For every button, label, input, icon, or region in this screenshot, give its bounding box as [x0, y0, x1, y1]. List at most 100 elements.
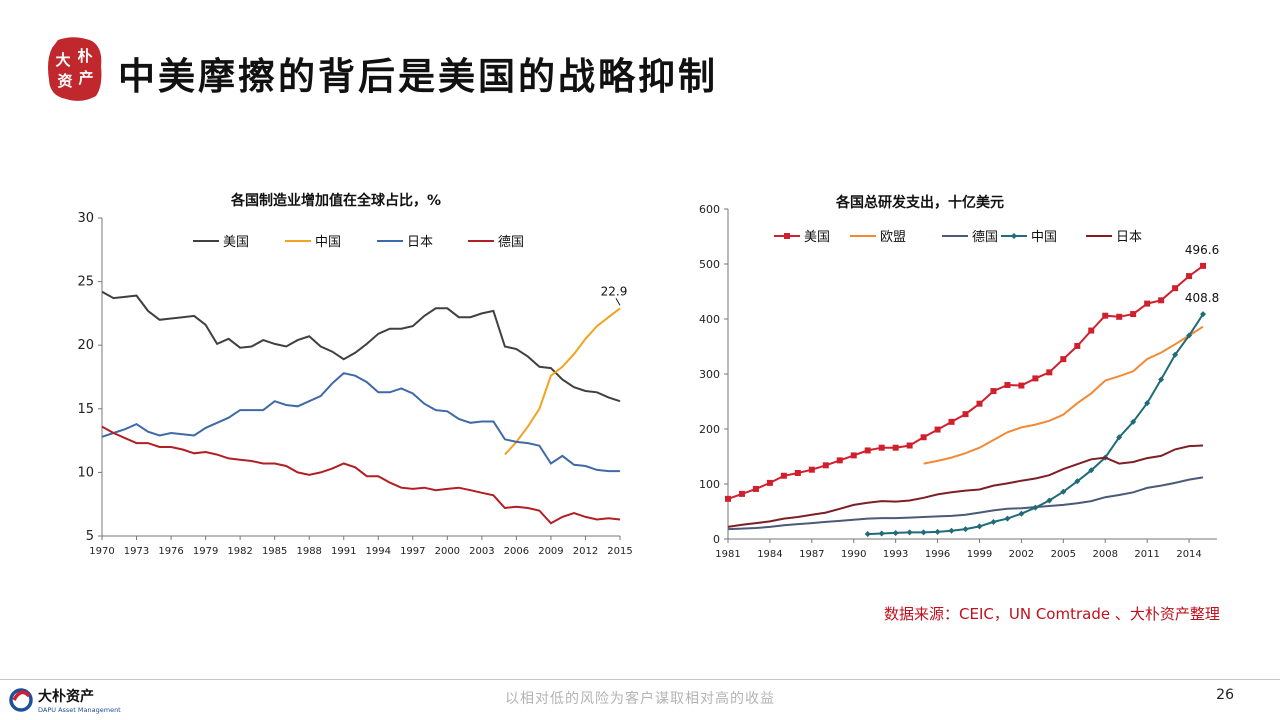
x-tick-label: 1996 [925, 549, 950, 560]
data-point [794, 470, 801, 476]
page-number: 26 [1216, 687, 1234, 703]
data-point [906, 529, 913, 536]
dapu-seal-logo: 大 朴 资 产 [48, 37, 102, 101]
x-tick-label: 2009 [538, 546, 563, 557]
data-point [920, 434, 927, 441]
y-tick-label: 200 [699, 423, 720, 436]
data-point [1200, 311, 1207, 318]
data-point [1172, 285, 1179, 292]
data-point [948, 418, 955, 425]
data-point [1158, 297, 1165, 304]
data-label: 496.6 [1185, 243, 1219, 257]
series-line [727, 265, 1204, 500]
data-point [1060, 356, 1067, 363]
footer-logo: 大朴资产 DAPU Asset Management [9, 688, 121, 714]
x-tick-label: 1994 [366, 546, 391, 557]
manufacturing-share-chart: 各国制造业增加值在全球占比，% 5 10 15 20 25 30 1970 1973 1976 19… [77, 192, 632, 557]
data-point [738, 490, 745, 497]
y-tick-label: 15 [77, 402, 94, 417]
data-point [948, 527, 955, 534]
y-tick-label: 100 [699, 478, 720, 491]
x-tick-label: 1987 [799, 549, 824, 560]
data-point [934, 426, 941, 433]
data-point [1102, 312, 1109, 319]
data-point [1144, 400, 1151, 407]
data-point [1200, 262, 1207, 269]
legend-label: 日本 [407, 235, 433, 250]
x-tick-label: 2014 [1176, 549, 1201, 560]
x-tick-label: 2002 [1009, 549, 1034, 560]
data-point [766, 479, 773, 486]
chart-title: 各国制造业增加值在全球占比，% [230, 192, 441, 209]
seal-char-2: 朴 [77, 47, 92, 65]
data-label: 408.8 [1185, 291, 1219, 305]
data-point [1074, 342, 1081, 349]
data-label-leader [615, 298, 621, 306]
data-point [836, 457, 843, 464]
y-tick-label: 20 [77, 338, 94, 353]
data-point [892, 444, 899, 451]
data-point [1004, 382, 1011, 388]
x-tick-label: 2006 [504, 546, 529, 557]
data-point [934, 528, 941, 535]
page-title: 中美摩擦的背后是美国的战略抑制 [118, 54, 718, 98]
y-tick-label: 300 [699, 368, 720, 381]
series-line [101, 425, 621, 525]
x-tick-label: 2005 [1051, 549, 1076, 560]
data-point [864, 447, 871, 454]
data-point [1004, 515, 1011, 522]
x-tick-label: 1979 [193, 546, 218, 557]
x-tick-label: 1997 [400, 546, 425, 557]
data-point [962, 411, 969, 418]
data-point [822, 462, 829, 469]
x-tick-label: 1981 [715, 549, 740, 560]
data-point [1172, 351, 1179, 358]
y-tick-label: 30 [77, 211, 94, 226]
data-point [850, 452, 857, 459]
data-point [906, 442, 913, 449]
data-source-note: 数据来源：CEIC，UN Comtrade 、大朴资产整理 [884, 605, 1220, 623]
data-point [1130, 418, 1137, 425]
y-tick-label: 600 [699, 203, 720, 216]
y-tick-label: 25 [77, 275, 94, 290]
dapu-swirl-icon [9, 688, 33, 712]
seal-char-3: 资 [57, 72, 72, 90]
series-line [923, 325, 1204, 465]
data-point [1186, 273, 1193, 280]
x-tick-label: 2015 [607, 546, 632, 557]
data-point [752, 485, 759, 492]
data-point [878, 444, 885, 451]
data-point [808, 466, 815, 473]
y-tick-label: 5 [86, 529, 94, 544]
x-tick-label: 1990 [841, 549, 866, 560]
x-tick-label: 2011 [1134, 549, 1159, 560]
legend-label: 美国 [804, 230, 830, 245]
data-label: 22.9 [601, 284, 628, 298]
seal-char-4: 产 [78, 69, 93, 87]
data-point [780, 472, 787, 479]
data-point [1046, 369, 1053, 376]
data-point [1130, 311, 1137, 318]
chart-title: 各国总研发支出，十亿美元 [835, 194, 1004, 211]
x-tick-label: 1970 [89, 546, 114, 557]
series-line [504, 307, 621, 456]
footer-logo-sub: DAPU Asset Management [38, 706, 121, 714]
data-point [1032, 375, 1039, 382]
x-tick-label: 1982 [227, 546, 252, 557]
legend-label: 德国 [972, 230, 998, 245]
footer-slogan: 以相对低的风险为客户谋取相对高的收益 [505, 691, 775, 707]
data-point [1060, 488, 1067, 495]
x-tick-label: 1984 [757, 549, 782, 560]
legend-label: 欧盟 [880, 230, 906, 245]
x-tick-label: 1991 [331, 546, 356, 557]
footer-divider [0, 679, 1280, 680]
y-tick-label: 500 [699, 258, 720, 271]
series-line [101, 372, 620, 473]
legend-marker [1011, 233, 1017, 239]
data-point [1088, 327, 1095, 334]
x-tick-label: 2003 [469, 546, 494, 557]
data-point [1144, 300, 1151, 307]
y-tick-label: 0 [713, 533, 720, 546]
series-line [727, 444, 1204, 528]
data-point [1018, 382, 1025, 389]
